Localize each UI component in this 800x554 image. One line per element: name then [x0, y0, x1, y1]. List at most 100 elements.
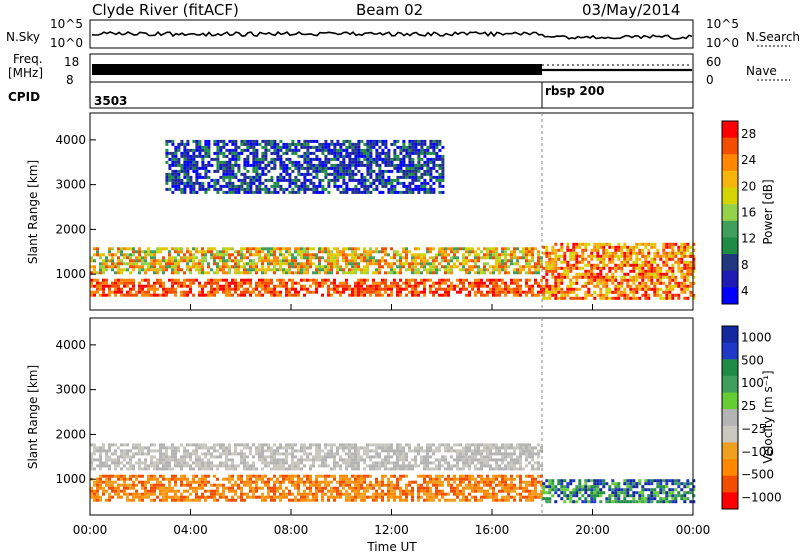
heat-cell [228, 169, 232, 173]
heat-cell [531, 259, 534, 263]
heat-cell [273, 489, 276, 493]
heat-cell [93, 259, 96, 263]
heat-cell [249, 268, 252, 272]
heat-cell [234, 449, 237, 453]
heat-cell [195, 278, 198, 282]
heat-cell [294, 259, 297, 263]
heat-cell [504, 250, 507, 254]
heat-cell [132, 443, 135, 447]
heat-cell [288, 145, 292, 149]
heat-cell [519, 461, 522, 465]
heat-cell [575, 251, 579, 255]
heat-cell [327, 259, 330, 263]
heat-cell [249, 477, 252, 481]
heat-cell [138, 253, 141, 257]
heat-cell [677, 263, 681, 267]
heat-cell [342, 492, 345, 496]
heat-cell [498, 449, 501, 453]
heat-cell [300, 446, 303, 450]
heat-cell [408, 187, 412, 191]
heat-cell [240, 284, 243, 288]
heat-cell [504, 259, 507, 263]
heat-cell [231, 259, 234, 263]
heat-cell [450, 449, 453, 453]
heat-cell [378, 464, 381, 468]
heat-cell [420, 187, 424, 191]
heat-cell [486, 247, 489, 251]
heat-cell [414, 284, 417, 288]
heat-cell [183, 271, 186, 275]
heat-cell [159, 483, 162, 487]
heat-cell [435, 169, 439, 173]
heat-cell [99, 265, 102, 269]
heat-cell [243, 262, 246, 266]
nsky-series-line [91, 30, 693, 40]
heat-cell [375, 443, 378, 447]
heat-cell [384, 181, 388, 185]
heat-cell [120, 290, 123, 294]
heat-cell [620, 293, 624, 297]
heat-cell [306, 253, 309, 257]
heat-cell [620, 275, 624, 279]
heat-cell [216, 250, 219, 254]
heat-cell [126, 268, 129, 272]
heat-cell [387, 452, 390, 456]
heat-cell [180, 284, 183, 288]
heat-cell [330, 268, 333, 272]
heat-cell [255, 480, 258, 484]
heat-cell [387, 151, 391, 155]
heat-cell [312, 190, 316, 194]
heat-cell [207, 175, 211, 179]
heat-cell [342, 287, 345, 291]
heat-cell [99, 477, 102, 481]
heat-cell [117, 271, 120, 275]
heat-cell [345, 148, 349, 152]
heat-cell [243, 483, 246, 487]
heat-cell [381, 160, 385, 164]
heat-cell [111, 483, 114, 487]
heat-cell [198, 145, 202, 149]
heat-cell [216, 287, 219, 291]
heat-cell [108, 467, 111, 471]
heat-cell [438, 247, 441, 251]
heat-cell [492, 268, 495, 272]
heat-cell [626, 293, 630, 297]
heat-cell [243, 181, 247, 185]
heat-cell [270, 139, 274, 143]
heat-cell [593, 272, 597, 276]
heat-cell [465, 455, 468, 459]
heat-cell [569, 281, 573, 285]
heat-cell [180, 492, 183, 496]
heat-cell [297, 166, 301, 170]
heat-cell [219, 287, 222, 291]
heat-cell [671, 284, 675, 288]
heat-cell [324, 483, 327, 487]
heat-cell [432, 139, 436, 143]
heat-cell [519, 268, 522, 272]
heat-cell [273, 145, 277, 149]
heat-cell [129, 293, 132, 297]
heat-cell [207, 262, 210, 266]
heat-cell [444, 256, 447, 260]
heat-cell [450, 250, 453, 254]
heat-cell [330, 474, 333, 478]
heat-cell [120, 259, 123, 263]
heat-cell [327, 278, 330, 282]
heat-cell [105, 480, 108, 484]
heat-cell [417, 443, 420, 447]
heat-cell [180, 461, 183, 465]
heat-cell [231, 142, 235, 146]
heat-cell [147, 250, 150, 254]
heat-cell [426, 278, 429, 282]
heat-cell [587, 290, 591, 294]
heat-cell [590, 251, 594, 255]
heat-cell [677, 281, 681, 285]
heat-cell [114, 461, 117, 465]
heat-cell [240, 293, 243, 297]
heat-cell [665, 284, 669, 288]
heat-cell [426, 464, 429, 468]
heat-cell [96, 271, 99, 275]
heat-cell [207, 142, 211, 146]
heat-cell [159, 498, 162, 502]
heat-cell [519, 455, 522, 459]
